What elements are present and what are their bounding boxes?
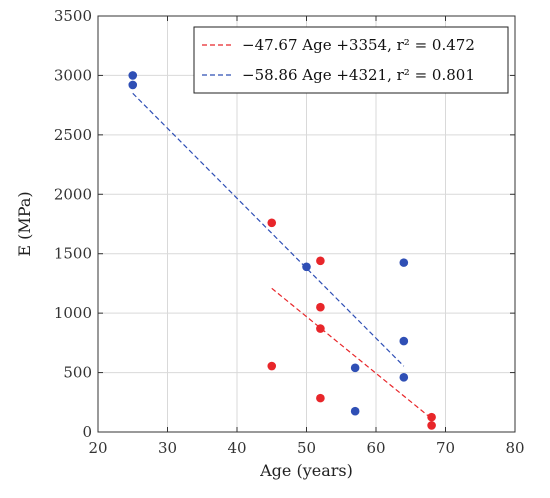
x-tick-label: 30 xyxy=(158,439,177,457)
data-point xyxy=(399,373,409,382)
y-tick-label: 2000 xyxy=(54,185,92,203)
axis-ticks: 20 30 40 50 60 70 80 0 500 1000 1500 2000 2500 3000 35… xyxy=(54,7,525,457)
y-tick-label: 500 xyxy=(63,364,92,382)
y-tick-label: 2500 xyxy=(54,126,92,144)
data-point xyxy=(350,363,360,373)
data-point xyxy=(128,71,138,80)
y-tick-label: 1000 xyxy=(54,304,92,322)
x-tick-label: 20 xyxy=(88,439,107,457)
data-point xyxy=(267,218,277,228)
data-point xyxy=(316,302,325,312)
y-axis-label: E (MPa) xyxy=(15,191,34,256)
legend: −47.67 Age +3354, r² = 0.472 −58.86 Age +… xyxy=(193,26,509,94)
x-axis-label: Age (years) xyxy=(259,461,353,480)
x-tick-label: 70 xyxy=(436,439,455,457)
legend-box xyxy=(193,26,509,94)
data-point xyxy=(302,262,311,272)
data-point xyxy=(427,421,436,430)
x-tick-label: 80 xyxy=(505,439,524,457)
trend-lines xyxy=(132,92,432,420)
x-tick-label: 50 xyxy=(297,439,316,457)
data-point xyxy=(427,412,436,422)
y-tick-label: 0 xyxy=(82,423,92,441)
trend-line xyxy=(132,92,405,367)
data-point xyxy=(316,393,325,403)
data-point xyxy=(350,406,360,416)
data-point xyxy=(399,336,409,346)
data-point xyxy=(399,258,409,267)
x-tick-label: 60 xyxy=(366,439,385,457)
data-point xyxy=(267,361,277,371)
data-point xyxy=(316,324,325,333)
y-tick-label: 3000 xyxy=(54,66,92,84)
legend-entry: −47.67 Age +3354, r² = 0.472 xyxy=(242,36,475,54)
trend-line xyxy=(271,287,432,420)
data-point xyxy=(128,80,138,90)
data-point xyxy=(316,256,325,266)
x-tick-label: 40 xyxy=(227,439,246,457)
y-tick-label: 3500 xyxy=(54,7,92,25)
legend-entry: −58.86 Age +4321, r² = 0.801 xyxy=(242,66,475,84)
y-tick-label: 1500 xyxy=(54,245,92,263)
data-points xyxy=(128,71,436,430)
